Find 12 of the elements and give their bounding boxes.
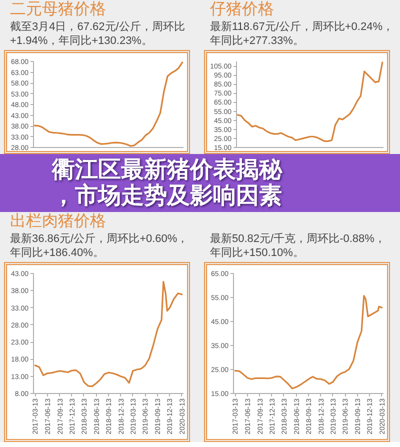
text: 衢江区最新猪价表揭秘，市场走势及影响因素 — [52, 157, 284, 209]
line-series — [34, 280, 183, 388]
chart-title: 二元母猪价格 — [10, 0, 106, 19]
chart-subtitle: 最新50.82元/千克，周环比-0.88%，年同比+150.10%。 — [210, 232, 386, 260]
chart-subtitle: 最新36.86元/公斤，周环比+0.60%，年同比+186.40%。 — [10, 232, 190, 260]
chart-title: 仔猪价格 — [210, 0, 274, 19]
chart-subtitle: 截至3月4日，67.62元/公斤，周环比+1.94%，年同比+130.23%。 — [10, 20, 186, 48]
chart-subtitle: 最新118.67元/公斤，周环比+0.24%，年同比+277.33%。 — [210, 20, 394, 48]
line-series — [234, 295, 383, 390]
chart-title: 出栏肉猪价格 — [10, 212, 106, 231]
line-series — [236, 62, 384, 142]
line-series — [34, 62, 184, 147]
